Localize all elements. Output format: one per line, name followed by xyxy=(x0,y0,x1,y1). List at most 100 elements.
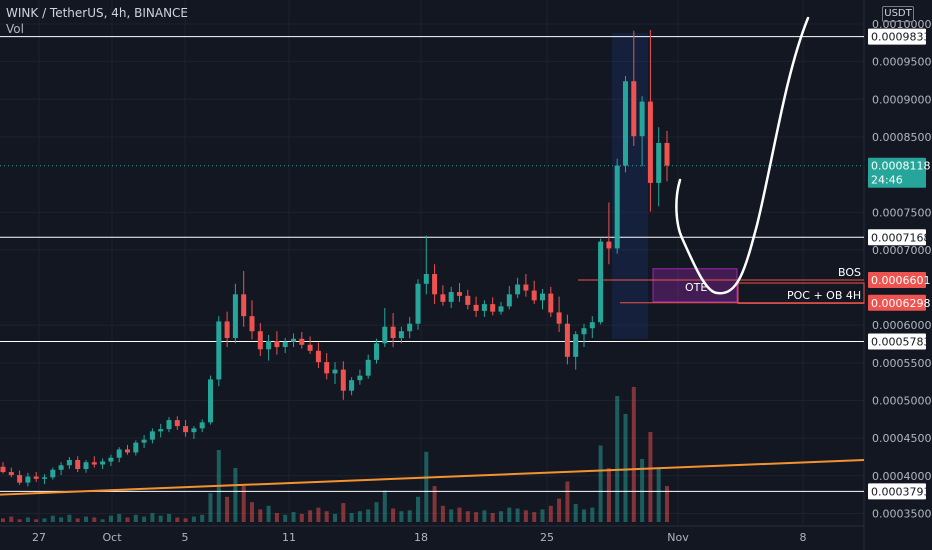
candle-body xyxy=(42,477,47,479)
bos-label: BOS xyxy=(838,266,861,279)
volume-bar xyxy=(440,505,445,522)
candle-body xyxy=(490,304,496,312)
volume-label[interactable]: Vol xyxy=(6,22,24,36)
candle-body xyxy=(241,294,247,317)
candle-body xyxy=(166,420,172,430)
candle-body xyxy=(481,304,487,311)
level-tag xyxy=(868,229,926,246)
volume-bar xyxy=(133,514,138,522)
volume-bar xyxy=(142,516,147,522)
candle-body xyxy=(423,274,429,284)
candle-body xyxy=(656,142,662,183)
volume-bar xyxy=(283,514,288,522)
price-tick-label: 0.0004500 xyxy=(872,432,932,445)
candle-body xyxy=(208,379,213,423)
candle-body xyxy=(581,328,587,335)
volume-bar xyxy=(465,511,470,522)
candle-body xyxy=(606,241,612,249)
trendline xyxy=(0,458,865,496)
volume-bar xyxy=(175,517,180,522)
candle-body xyxy=(50,469,56,478)
candle-body xyxy=(647,101,653,183)
candle-body xyxy=(540,293,545,301)
candle-body xyxy=(598,241,604,323)
candle-body xyxy=(398,331,404,339)
price-tick-label: 0.0005500 xyxy=(872,357,932,370)
candle-body xyxy=(340,369,346,391)
volume-bar xyxy=(42,518,47,522)
candle-body xyxy=(191,428,197,433)
volume-bar xyxy=(241,486,246,522)
candle-body xyxy=(199,422,205,429)
volume-bar xyxy=(200,514,205,522)
volume-bar xyxy=(266,505,271,522)
candle-body xyxy=(589,322,595,329)
time-tick-label: 27 xyxy=(32,531,46,544)
candle-body xyxy=(440,294,446,302)
volume-bar xyxy=(299,513,304,522)
candle-body xyxy=(374,343,379,360)
volume-bar xyxy=(615,396,620,522)
candle-body xyxy=(448,292,454,302)
level-tag xyxy=(868,483,926,500)
candle-body xyxy=(0,466,6,473)
volume-bar xyxy=(158,515,163,522)
price-tick-label: 0.0007000 xyxy=(872,244,932,257)
time-tick-label: 11 xyxy=(282,531,296,544)
volume-bar xyxy=(333,513,337,522)
volume-bar xyxy=(374,502,379,522)
current-price-tag xyxy=(868,157,926,188)
candle-body xyxy=(257,331,263,350)
volume-bar xyxy=(316,507,321,522)
candle-body xyxy=(125,449,130,453)
countdown-label: 24:46 xyxy=(871,174,903,187)
price-tick-label: 0.0004000 xyxy=(872,470,932,483)
candle-body xyxy=(100,461,106,465)
volume-bar xyxy=(167,513,171,522)
candle-body xyxy=(332,369,338,374)
price-tick-label: 0.0005000 xyxy=(872,395,932,408)
candle-body xyxy=(141,439,147,443)
currency-button[interactable]: USDT xyxy=(882,6,914,22)
volume-bar xyxy=(191,516,196,522)
candle-body xyxy=(349,380,355,391)
ote-label: OTE xyxy=(685,281,707,294)
candle-body xyxy=(390,326,396,339)
volume-bar xyxy=(291,512,296,522)
price-tick-label: 0.0006000 xyxy=(872,319,932,332)
candle-body xyxy=(506,294,512,307)
level-tag-label: 0.0003793 xyxy=(871,485,931,498)
volume-bar xyxy=(150,513,155,522)
candle-body xyxy=(291,338,296,342)
candle-body xyxy=(573,334,579,357)
volume-bar xyxy=(532,512,537,522)
candle-body xyxy=(324,362,330,374)
volume-bar xyxy=(117,513,122,522)
candle-body xyxy=(75,459,81,470)
volume-bar xyxy=(67,514,72,522)
symbol-title[interactable]: WINK / TetherUS, 4h, BINANCE xyxy=(6,6,189,20)
chart-legend: WINK / TetherUS, 4h, BINANCE Vol xyxy=(6,6,188,36)
volume-bar xyxy=(349,513,354,522)
candle-body xyxy=(58,465,64,470)
volume-bar xyxy=(75,518,80,522)
volume-bar xyxy=(59,517,64,522)
candle-body xyxy=(382,326,388,344)
candle-body xyxy=(266,341,272,350)
candle-body xyxy=(224,321,230,339)
price-tick-label: 0.0009000 xyxy=(872,93,932,106)
volume-bar xyxy=(457,507,462,522)
candle-body xyxy=(631,81,637,137)
candle-body xyxy=(556,312,562,324)
volume-bar xyxy=(366,509,371,522)
level-tag xyxy=(868,294,926,311)
level-tag-label: 0.0006601 xyxy=(871,274,931,287)
volume-bar xyxy=(125,517,130,522)
level-tag xyxy=(868,28,926,45)
price-tick-label: 0.0007500 xyxy=(872,206,932,219)
candles xyxy=(0,30,670,487)
candle-body xyxy=(282,341,288,348)
volume-bar xyxy=(250,502,254,522)
